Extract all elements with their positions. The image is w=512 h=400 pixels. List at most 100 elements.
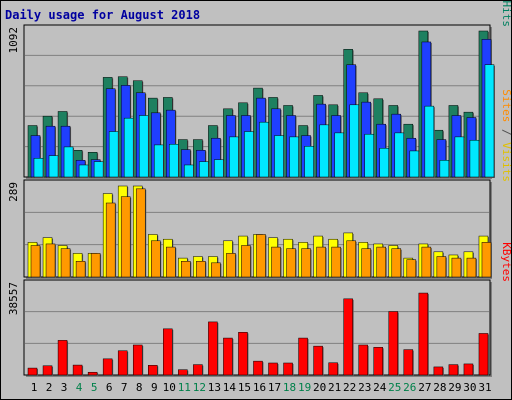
bar-kbytes-day-6 bbox=[102, 358, 113, 376]
bar-sites-day-13 bbox=[211, 262, 221, 278]
bar-sites-day-3 bbox=[60, 248, 71, 278]
bar-sites-day-9 bbox=[151, 240, 161, 278]
bar-sites-day-28 bbox=[436, 256, 447, 278]
panel-0: 1092 Pages / Files / Hits bbox=[7, 0, 512, 179]
bar-kbytes-day-17 bbox=[268, 362, 278, 376]
bar-pages-day-28 bbox=[439, 160, 450, 178]
bar-pages-day-24 bbox=[379, 148, 389, 178]
bar-sites-day-4 bbox=[75, 261, 86, 278]
bar-kbytes-day-24 bbox=[373, 347, 383, 376]
y-axis-legend-label: Sites / Visits bbox=[500, 89, 512, 182]
bar-pages-day-13 bbox=[214, 159, 224, 178]
x-tick-label-day-8: 8 bbox=[136, 381, 143, 394]
bar-kbytes-day-2 bbox=[42, 365, 53, 376]
x-tick-label-day-28: 28 bbox=[433, 381, 446, 394]
bar-pages-day-18 bbox=[289, 136, 299, 178]
bar-pages-day-20 bbox=[319, 124, 329, 178]
x-tick-label-day-18: 18 bbox=[283, 381, 296, 394]
y-axis-legend-label: Pages / Files / Hits bbox=[500, 0, 512, 27]
legend-part: Visits bbox=[500, 142, 512, 182]
x-tick-label-day-5: 5 bbox=[91, 381, 98, 394]
bar-sites-day-17 bbox=[271, 246, 281, 278]
y-max-label: 289 bbox=[7, 182, 20, 202]
bar-kbytes-day-26 bbox=[403, 349, 414, 376]
legend-part: Hits bbox=[500, 1, 512, 28]
bar-kbytes-day-8 bbox=[132, 344, 143, 376]
bar-sites-day-6 bbox=[105, 202, 116, 278]
panel-1: 289 Sites / Visits bbox=[7, 89, 512, 279]
bar-sites-day-7 bbox=[120, 196, 131, 278]
bar-kbytes-day-9 bbox=[148, 365, 158, 376]
y-max-label: 38557 bbox=[7, 282, 20, 315]
bar-pages-day-6 bbox=[108, 131, 119, 178]
bar-kbytes-day-1 bbox=[27, 367, 38, 376]
bar-sites-day-2 bbox=[45, 243, 56, 278]
bar-pages-day-5 bbox=[93, 161, 104, 178]
bar-kbytes-day-11 bbox=[178, 369, 188, 376]
bar-pages-day-23 bbox=[364, 133, 374, 178]
bar-kbytes-day-19 bbox=[298, 337, 308, 376]
x-tick-label-day-22: 22 bbox=[343, 381, 356, 394]
x-tick-label-day-26: 26 bbox=[403, 381, 416, 394]
y-max-label: 1092 bbox=[7, 27, 20, 54]
x-tick-label-day-29: 29 bbox=[448, 381, 461, 394]
x-tick-label-day-4: 4 bbox=[76, 381, 83, 394]
bar-sites-day-19 bbox=[301, 248, 311, 278]
bar-kbytes-day-21 bbox=[328, 362, 338, 376]
legend-part: / bbox=[500, 0, 512, 1]
x-tick-label-day-20: 20 bbox=[313, 381, 326, 394]
bar-pages-day-2 bbox=[48, 155, 59, 178]
legend-part: KBytes bbox=[500, 242, 512, 282]
x-tick-label-day-9: 9 bbox=[151, 381, 158, 394]
x-tick-label-day-15: 15 bbox=[238, 381, 251, 394]
bar-sites-day-23 bbox=[361, 248, 371, 278]
bar-pages-day-15 bbox=[244, 131, 254, 178]
bar-kbytes-day-29 bbox=[448, 364, 459, 376]
x-tick-label-day-25: 25 bbox=[388, 381, 401, 394]
bar-pages-day-12 bbox=[199, 161, 209, 178]
bar-sites-day-26 bbox=[406, 259, 417, 278]
chart-panels: 1092 Pages / Files / Hits 289 Sites / Visit… bbox=[7, 0, 512, 377]
bar-pages-day-1 bbox=[33, 158, 44, 178]
bar-pages-day-16 bbox=[259, 121, 269, 178]
bar-sites-day-30 bbox=[466, 257, 477, 278]
bar-pages-day-22 bbox=[349, 104, 359, 178]
x-tick-label-day-12: 12 bbox=[193, 381, 206, 394]
x-tick-label-day-16: 16 bbox=[253, 381, 266, 394]
x-tick-label-day-6: 6 bbox=[106, 381, 113, 394]
panel-2: 38557 KBytes bbox=[7, 242, 512, 377]
bar-pages-day-9 bbox=[154, 144, 164, 178]
bar-pages-day-10 bbox=[169, 143, 179, 178]
bar-pages-day-7 bbox=[123, 117, 134, 178]
bar-sites-day-25 bbox=[391, 248, 402, 278]
x-tick-label-day-10: 10 bbox=[163, 381, 176, 394]
bar-kbytes-day-5 bbox=[87, 371, 98, 376]
bar-pages-day-17 bbox=[274, 135, 284, 178]
bar-sites-day-31 bbox=[481, 242, 492, 278]
y-axis-legend-label: KBytes bbox=[500, 242, 512, 282]
bar-pages-day-29 bbox=[454, 136, 465, 178]
bar-sites-day-11 bbox=[181, 261, 191, 278]
bar-sites-day-29 bbox=[451, 257, 462, 278]
bar-sites-day-27 bbox=[421, 246, 432, 278]
bar-sites-day-20 bbox=[316, 246, 326, 278]
bar-pages-day-19 bbox=[304, 145, 314, 178]
bar-kbytes-day-18 bbox=[283, 362, 293, 376]
bar-pages-day-21 bbox=[334, 132, 344, 178]
bar-kbytes-day-28 bbox=[433, 366, 444, 376]
bar-kbytes-day-25 bbox=[388, 311, 399, 376]
bar-pages-day-27 bbox=[424, 105, 435, 178]
x-axis-labels: 1 2 3 4 5 6 7 8 9 10 11 12 13 14 15 16 17 18 19 20 21 22 23 24 2… bbox=[31, 381, 492, 394]
bar-kbytes-day-7 bbox=[117, 350, 128, 376]
bar-sites-day-5 bbox=[90, 253, 101, 278]
bar-kbytes-day-16 bbox=[253, 360, 263, 376]
x-tick-label-day-31: 31 bbox=[478, 381, 491, 394]
x-tick-label-day-19: 19 bbox=[298, 381, 311, 394]
legend-part: / bbox=[500, 122, 512, 142]
bar-kbytes-day-14 bbox=[223, 337, 233, 376]
bar-pages-day-8 bbox=[138, 115, 149, 178]
x-tick-label-day-30: 30 bbox=[463, 381, 476, 394]
bar-sites-day-12 bbox=[196, 261, 206, 278]
bar-sites-day-18 bbox=[286, 248, 296, 278]
